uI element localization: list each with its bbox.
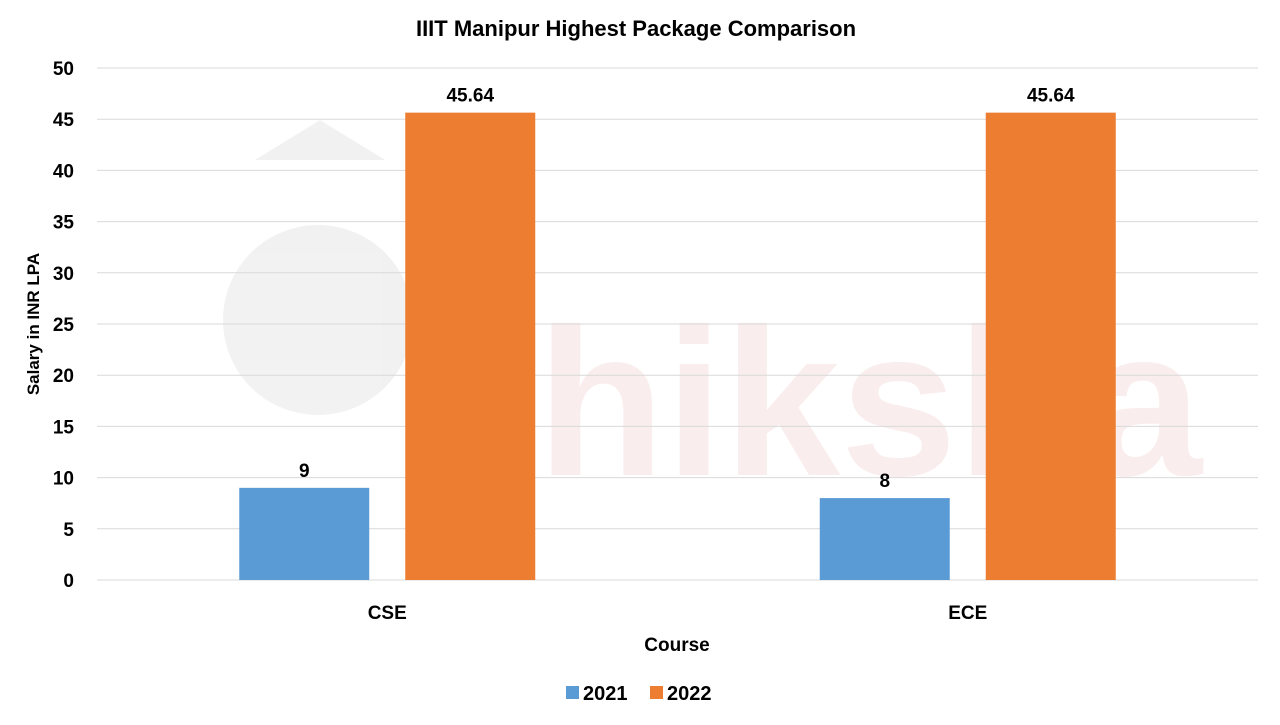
data-labels: 9 45.64 8 45.64 xyxy=(299,86,1075,492)
chart-title: IIIT Manipur Highest Package Comparison xyxy=(416,16,856,41)
y-tick-label: 35 xyxy=(53,213,75,234)
x-tick-labels: CSE ECE xyxy=(368,603,988,624)
legend-label: 2022 xyxy=(667,683,712,705)
bar-ECE-2022 xyxy=(985,112,1116,581)
y-tick-label: 40 xyxy=(53,161,74,182)
y-tick-labels: 0 5 10 15 20 25 30 35 40 45 50 xyxy=(53,59,75,592)
y-tick-label: 5 xyxy=(63,520,74,541)
data-label: 45.64 xyxy=(446,86,494,107)
y-tick-label: 45 xyxy=(53,110,75,131)
legend: 2021 2022 xyxy=(566,683,712,705)
x-axis-label: Course xyxy=(644,635,709,656)
legend-swatch-2022 xyxy=(650,686,663,699)
legend-swatch-2021 xyxy=(566,686,579,699)
data-label: 8 xyxy=(879,471,890,492)
data-label: 45.64 xyxy=(1027,86,1075,107)
y-tick-label: 20 xyxy=(53,366,74,387)
legend-label: 2021 xyxy=(583,683,628,705)
y-tick-label: 15 xyxy=(53,417,75,438)
y-axis-label: Salary in INR LPA xyxy=(24,253,43,395)
y-tick-label: 25 xyxy=(53,315,75,336)
y-tick-label: 10 xyxy=(53,469,74,490)
bars xyxy=(239,112,1116,581)
x-tick-label: CSE xyxy=(368,603,407,624)
bar-CSE-2021 xyxy=(239,487,370,580)
y-tick-label: 30 xyxy=(53,264,74,285)
bar-ECE-2021 xyxy=(819,498,950,580)
y-tick-label: 50 xyxy=(53,59,74,80)
data-label: 9 xyxy=(299,461,310,482)
bar-CSE-2022 xyxy=(405,112,536,581)
x-tick-label: ECE xyxy=(948,603,987,624)
y-tick-label: 0 xyxy=(63,571,74,592)
